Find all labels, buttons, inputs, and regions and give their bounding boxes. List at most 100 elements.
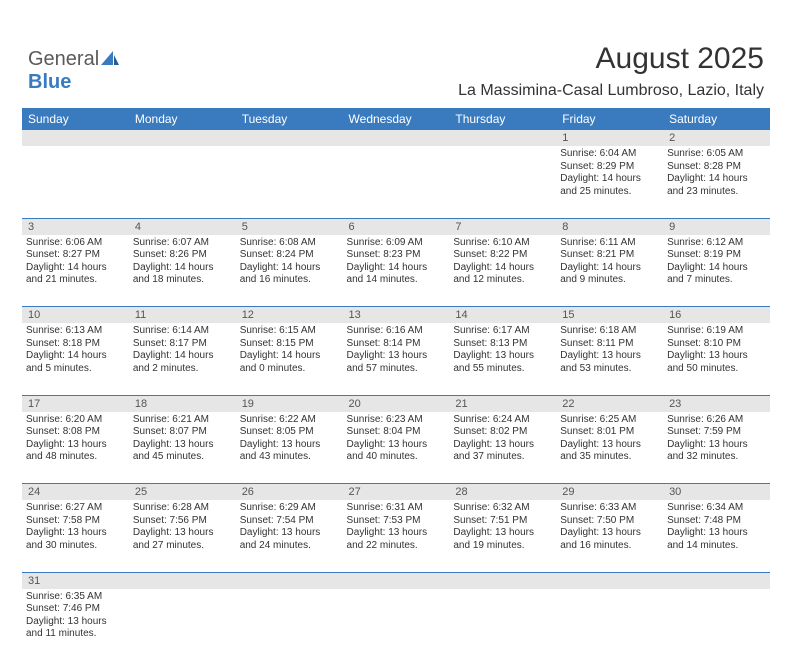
day-cell: Sunrise: 6:11 AMSunset: 8:21 PMDaylight:… — [556, 235, 663, 307]
day-cell — [236, 589, 343, 661]
daylight-line2: and 19 minutes. — [453, 540, 552, 553]
page-title: August 2025 — [596, 42, 764, 76]
daylight-line2: and 5 minutes. — [26, 363, 125, 376]
daylight-line2: and 32 minutes. — [667, 451, 766, 464]
calendar-table: SundayMondayTuesdayWednesdayThursdayFrid… — [22, 108, 770, 661]
daylight-line2: and 43 minutes. — [240, 451, 339, 464]
day-cell: Sunrise: 6:19 AMSunset: 8:10 PMDaylight:… — [663, 323, 770, 395]
sunrise-line: Sunrise: 6:25 AM — [560, 414, 659, 427]
sunrise-line: Sunrise: 6:28 AM — [133, 502, 232, 515]
daylight-line: Daylight: 14 hours — [667, 173, 766, 186]
sunrise-line: Sunrise: 6:17 AM — [453, 325, 552, 338]
daylight-line2: and 16 minutes. — [560, 540, 659, 553]
daylight-line: Daylight: 14 hours — [26, 350, 125, 363]
day-number: 23 — [663, 395, 770, 412]
daylight-line: Daylight: 14 hours — [240, 350, 339, 363]
daylight-line: Daylight: 13 hours — [133, 439, 232, 452]
logo: General Blue — [28, 48, 119, 94]
sunrise-line: Sunrise: 6:11 AM — [560, 237, 659, 250]
day-cell: Sunrise: 6:10 AMSunset: 8:22 PMDaylight:… — [449, 235, 556, 307]
day-cell — [449, 146, 556, 218]
sunset-line: Sunset: 7:51 PM — [453, 515, 552, 528]
sunset-line: Sunset: 8:11 PM — [560, 338, 659, 351]
day-number: 3 — [22, 218, 129, 235]
day-cell: Sunrise: 6:14 AMSunset: 8:17 PMDaylight:… — [129, 323, 236, 395]
sunrise-line: Sunrise: 6:06 AM — [26, 237, 125, 250]
logo-text-a: General — [28, 48, 99, 70]
daylight-line: Daylight: 14 hours — [26, 262, 125, 275]
day-number: 25 — [129, 484, 236, 501]
sunrise-line: Sunrise: 6:31 AM — [347, 502, 446, 515]
sunrise-line: Sunrise: 6:21 AM — [133, 414, 232, 427]
day-cell — [663, 589, 770, 661]
day-number: 13 — [343, 307, 450, 324]
sunset-line: Sunset: 8:18 PM — [26, 338, 125, 351]
sunrise-line: Sunrise: 6:19 AM — [667, 325, 766, 338]
daylight-line: Daylight: 13 hours — [240, 439, 339, 452]
day-number: 8 — [556, 218, 663, 235]
daylight-line2: and 16 minutes. — [240, 274, 339, 287]
sunset-line: Sunset: 7:46 PM — [26, 603, 125, 616]
weekday-header: Monday — [129, 108, 236, 130]
sunset-line: Sunset: 8:04 PM — [347, 426, 446, 439]
daylight-line: Daylight: 13 hours — [667, 527, 766, 540]
day-cell: Sunrise: 6:25 AMSunset: 8:01 PMDaylight:… — [556, 412, 663, 484]
weekday-header: Wednesday — [343, 108, 450, 130]
daylight-line: Daylight: 13 hours — [667, 350, 766, 363]
day-number — [343, 572, 450, 589]
sunset-line: Sunset: 7:58 PM — [26, 515, 125, 528]
day-cell: Sunrise: 6:32 AMSunset: 7:51 PMDaylight:… — [449, 500, 556, 572]
daylight-line2: and 14 minutes. — [667, 540, 766, 553]
sunset-line: Sunset: 8:24 PM — [240, 249, 339, 262]
day-cell — [22, 146, 129, 218]
daylight-line: Daylight: 13 hours — [347, 527, 446, 540]
daylight-line2: and 48 minutes. — [26, 451, 125, 464]
daylight-line2: and 50 minutes. — [667, 363, 766, 376]
day-cell: Sunrise: 6:29 AMSunset: 7:54 PMDaylight:… — [236, 500, 343, 572]
day-number: 28 — [449, 484, 556, 501]
daylight-line: Daylight: 13 hours — [453, 439, 552, 452]
sunrise-line: Sunrise: 6:26 AM — [667, 414, 766, 427]
day-number: 29 — [556, 484, 663, 501]
location-subtitle: La Massimina-Casal Lumbroso, Lazio, Ital… — [458, 82, 764, 100]
sunset-line: Sunset: 8:29 PM — [560, 161, 659, 174]
sunrise-line: Sunrise: 6:22 AM — [240, 414, 339, 427]
sunset-line: Sunset: 8:22 PM — [453, 249, 552, 262]
daylight-line2: and 9 minutes. — [560, 274, 659, 287]
daylight-line: Daylight: 14 hours — [453, 262, 552, 275]
daylight-line: Daylight: 14 hours — [133, 262, 232, 275]
day-number — [449, 572, 556, 589]
day-cell: Sunrise: 6:05 AMSunset: 8:28 PMDaylight:… — [663, 146, 770, 218]
sunrise-line: Sunrise: 6:07 AM — [133, 237, 232, 250]
day-cell: Sunrise: 6:12 AMSunset: 8:19 PMDaylight:… — [663, 235, 770, 307]
sunrise-line: Sunrise: 6:34 AM — [667, 502, 766, 515]
day-cell — [129, 589, 236, 661]
day-cell: Sunrise: 6:07 AMSunset: 8:26 PMDaylight:… — [129, 235, 236, 307]
weekday-header: Tuesday — [236, 108, 343, 130]
day-cell — [343, 589, 450, 661]
daynum-row: 12 — [22, 130, 770, 146]
daylight-line: Daylight: 13 hours — [133, 527, 232, 540]
sunset-line: Sunset: 8:14 PM — [347, 338, 446, 351]
weekday-header: Sunday — [22, 108, 129, 130]
sail-icon — [101, 51, 119, 67]
sunset-line: Sunset: 8:01 PM — [560, 426, 659, 439]
day-number: 14 — [449, 307, 556, 324]
day-cell: Sunrise: 6:16 AMSunset: 8:14 PMDaylight:… — [343, 323, 450, 395]
daylight-line2: and 24 minutes. — [240, 540, 339, 553]
sunset-line: Sunset: 8:02 PM — [453, 426, 552, 439]
sunrise-line: Sunrise: 6:20 AM — [26, 414, 125, 427]
sunrise-line: Sunrise: 6:35 AM — [26, 591, 125, 604]
day-cell: Sunrise: 6:34 AMSunset: 7:48 PMDaylight:… — [663, 500, 770, 572]
day-number — [129, 572, 236, 589]
day-cell: Sunrise: 6:20 AMSunset: 8:08 PMDaylight:… — [22, 412, 129, 484]
day-cell: Sunrise: 6:21 AMSunset: 8:07 PMDaylight:… — [129, 412, 236, 484]
sunrise-line: Sunrise: 6:10 AM — [453, 237, 552, 250]
sunrise-line: Sunrise: 6:29 AM — [240, 502, 339, 515]
day-number: 26 — [236, 484, 343, 501]
day-cell: Sunrise: 6:06 AMSunset: 8:27 PMDaylight:… — [22, 235, 129, 307]
daylight-line2: and 22 minutes. — [347, 540, 446, 553]
daylight-line2: and 30 minutes. — [26, 540, 125, 553]
sunrise-line: Sunrise: 6:14 AM — [133, 325, 232, 338]
day-number: 11 — [129, 307, 236, 324]
